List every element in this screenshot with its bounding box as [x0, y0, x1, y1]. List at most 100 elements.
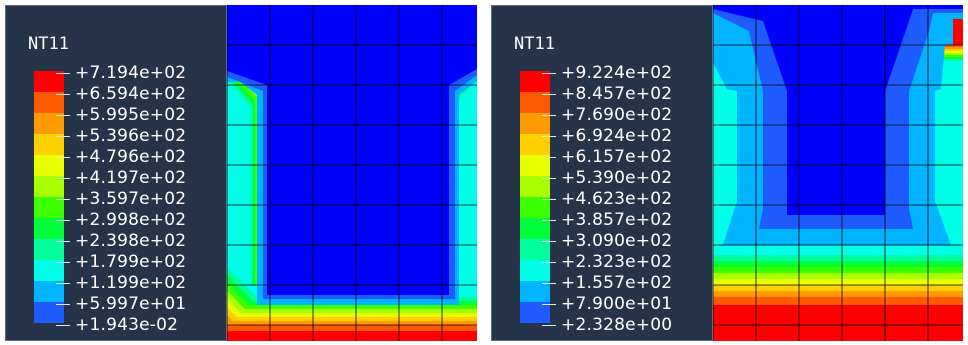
legend-tick — [542, 219, 556, 221]
legend-tick — [56, 156, 70, 158]
color-swatch — [34, 134, 64, 155]
color-swatch — [34, 260, 64, 281]
color-swatch — [34, 113, 64, 134]
legend-box: NT11 +7.194e+02 +6.594e+02 +5.995e+02 +5… — [5, 5, 227, 341]
color-swatch — [520, 176, 550, 197]
legend-row: +2.323e+02 — [542, 252, 672, 272]
legend-tick — [56, 240, 70, 242]
legend-row: +1.557e+02 — [542, 273, 672, 293]
legend-row: +1.799e+02 — [56, 252, 186, 272]
color-swatch — [520, 155, 550, 176]
legend-row: +3.090e+02 — [542, 231, 672, 251]
legend-label: +1.199e+02 — [75, 273, 187, 293]
legend-row: +4.623e+02 — [542, 189, 672, 209]
contour-panel-right: NT11 +9.224e+02 +8.457e+02 +7.690e+02 +6… — [491, 5, 963, 341]
legend-label: +2.323e+02 — [561, 252, 673, 272]
legend-label: +2.328e+00 — [561, 315, 673, 335]
legend-label: +5.995e+02 — [75, 105, 187, 125]
legend-row: +5.995e+02 — [56, 105, 186, 125]
legend-label: +2.398e+02 — [75, 231, 187, 251]
color-swatch — [520, 92, 550, 113]
legend-row: +6.594e+02 — [56, 84, 186, 104]
legend-label: +1.943e-02 — [75, 315, 179, 335]
legend-labels: +7.194e+02 +6.594e+02 +5.995e+02 +5.396e… — [56, 63, 226, 343]
legend-row: +2.398e+02 — [56, 231, 186, 251]
legend-label: +5.396e+02 — [75, 126, 187, 146]
color-swatch — [34, 176, 64, 197]
legend-row: +3.597e+02 — [56, 189, 186, 209]
legend-tick — [56, 282, 70, 284]
legend-label: +6.157e+02 — [561, 147, 673, 167]
color-bar — [520, 71, 550, 335]
legend-tick — [56, 72, 70, 74]
legend-label: +4.796e+02 — [75, 147, 187, 167]
color-swatch — [520, 197, 550, 218]
legend-row: +1.943e-02 — [56, 315, 178, 335]
legend-tick — [56, 135, 70, 137]
legend-tick — [56, 114, 70, 116]
legend-labels: +9.224e+02 +8.457e+02 +7.690e+02 +6.924e… — [542, 63, 712, 343]
legend-label: +1.799e+02 — [75, 252, 187, 272]
color-swatch — [34, 281, 64, 302]
legend-label: +7.690e+02 — [561, 105, 673, 125]
legend-label: +9.224e+02 — [561, 63, 673, 83]
legend-tick — [542, 261, 556, 263]
temperature-contour-plot — [713, 5, 963, 341]
legend-row: +4.796e+02 — [56, 147, 186, 167]
legend-tick — [542, 72, 556, 74]
color-swatch — [34, 92, 64, 113]
legend-tick — [542, 303, 556, 305]
color-swatch — [34, 71, 64, 92]
legend-row: +5.390e+02 — [542, 168, 672, 188]
legend-title: NT11 — [514, 34, 555, 54]
legend-tick — [542, 114, 556, 116]
legend-tick — [56, 198, 70, 200]
legend-label: +4.197e+02 — [75, 168, 187, 188]
color-swatch — [34, 197, 64, 218]
legend-label: +4.623e+02 — [561, 189, 673, 209]
contour-panel-left: NT11 +7.194e+02 +6.594e+02 +5.995e+02 +5… — [5, 5, 477, 341]
legend-label: +3.090e+02 — [561, 231, 673, 251]
color-swatch — [520, 281, 550, 302]
legend-tick — [56, 303, 70, 305]
temperature-contour-plot — [227, 5, 477, 341]
color-swatch — [520, 113, 550, 134]
legend-tick — [542, 156, 556, 158]
legend-label: +6.924e+02 — [561, 126, 673, 146]
legend-label: +8.457e+02 — [561, 84, 673, 104]
legend-tick — [542, 93, 556, 95]
color-swatch — [34, 155, 64, 176]
legend-row: +6.157e+02 — [542, 147, 672, 167]
legend-label: +1.557e+02 — [561, 273, 673, 293]
legend-label: +2.998e+02 — [75, 210, 187, 230]
legend-tick — [542, 177, 556, 179]
legend-tick — [542, 324, 556, 326]
legend-row: +6.924e+02 — [542, 126, 672, 146]
legend-row: +7.900e+01 — [542, 294, 672, 314]
legend-tick — [56, 324, 70, 326]
legend-tick — [542, 282, 556, 284]
color-swatch — [520, 239, 550, 260]
legend-row: +9.224e+02 — [542, 63, 672, 83]
color-swatch — [520, 134, 550, 155]
legend-tick — [542, 240, 556, 242]
legend-row: +1.199e+02 — [56, 273, 186, 293]
color-swatch — [520, 260, 550, 281]
legend-row: +2.998e+02 — [56, 210, 186, 230]
legend-title: NT11 — [28, 34, 69, 54]
legend-label: +3.857e+02 — [561, 210, 673, 230]
legend-row: +7.690e+02 — [542, 105, 672, 125]
color-swatch — [520, 218, 550, 239]
color-swatch — [34, 218, 64, 239]
color-swatch — [520, 302, 550, 323]
legend-row: +5.997e+01 — [56, 294, 186, 314]
color-swatch — [34, 239, 64, 260]
legend-row: +2.328e+00 — [542, 315, 672, 335]
legend-row: +7.194e+02 — [56, 63, 186, 83]
legend-label: +5.390e+02 — [561, 168, 673, 188]
legend-label: +7.900e+01 — [561, 294, 673, 314]
legend-label: +5.997e+01 — [75, 294, 187, 314]
legend-tick — [56, 219, 70, 221]
legend-tick — [56, 261, 70, 263]
legend-label: +3.597e+02 — [75, 189, 187, 209]
